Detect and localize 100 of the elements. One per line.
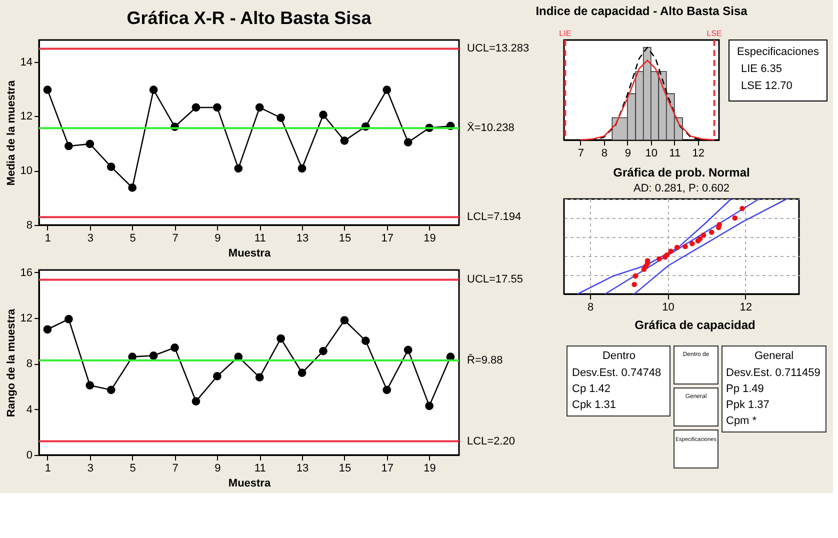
x-tick-label: 3 (87, 462, 94, 474)
x-tick-label: 11 (254, 462, 266, 474)
point (170, 343, 179, 352)
point (700, 232, 706, 238)
point (149, 86, 158, 94)
point (192, 103, 200, 112)
point (234, 164, 243, 173)
y-tick-label: 8 (26, 220, 32, 232)
point (674, 244, 680, 250)
point (632, 273, 638, 279)
point (425, 402, 434, 410)
point (716, 222, 722, 228)
x-tick-label: 11 (669, 148, 681, 160)
text: Desv.Est. 0.711459 (726, 367, 820, 379)
text: General (754, 350, 794, 362)
x-tick-label: 12 (692, 148, 704, 160)
x-tick-label: 19 (424, 232, 436, 244)
text: Ppk 1.37 (726, 399, 770, 411)
y-axis-title: Rango de la muestra (5, 308, 18, 418)
x-tick-label: 9 (214, 232, 221, 244)
x-tick-label: 8 (601, 148, 608, 160)
point (740, 206, 745, 212)
point (708, 230, 714, 235)
point (340, 136, 349, 145)
x-tick-label: 15 (338, 232, 352, 244)
chart-title: Indice de capacidad - Alto Basta Sisa (536, 4, 748, 18)
text: LCL=7.194 (467, 211, 522, 224)
point (361, 336, 370, 345)
x-tick-label: 11 (254, 232, 266, 244)
text: LCL=2.20 (467, 435, 516, 448)
point (64, 314, 73, 324)
ref-line-label: LIE (559, 29, 572, 38)
point (656, 256, 662, 262)
point (43, 86, 52, 94)
chart-subtitle: AD: 0.281, P: 0.602 (633, 182, 730, 194)
point (298, 164, 306, 173)
x-tick-label: 10 (662, 302, 674, 314)
point (86, 140, 94, 148)
y-tick-label: 12 (20, 110, 32, 123)
x-tick-label: 1 (44, 232, 52, 244)
x-tick-label: 13 (296, 462, 309, 474)
point (106, 162, 116, 171)
y-tick-label: 4 (26, 404, 32, 416)
x-tick-label: 19 (424, 462, 436, 474)
x-tick-label: 17 (381, 232, 394, 244)
x-tick-label: 17 (381, 462, 394, 474)
text: R̄=9.88 (467, 354, 503, 366)
text: Dentro (602, 350, 636, 362)
point (404, 346, 412, 354)
x-tick-label: 5 (130, 232, 136, 244)
x-tick-label: 3 (87, 232, 94, 244)
chart-title: Gráfica X-R - Alto Basta Sisa (126, 8, 372, 28)
x-tick-label: 8 (587, 302, 594, 314)
y-tick-label: 10 (20, 165, 32, 178)
point (43, 325, 52, 334)
text: Pp 1.49 (726, 383, 764, 395)
x-tick-label: 9 (214, 462, 221, 474)
point (632, 282, 637, 288)
x-tick-label: 10 (645, 148, 658, 160)
text: UCL=17.55 (467, 274, 523, 286)
x-tick-label: 7 (172, 462, 178, 474)
point (682, 244, 688, 250)
y-tick-label: 16 (20, 266, 32, 279)
point (732, 215, 738, 221)
x-tick-label: 1 (44, 462, 52, 474)
point (213, 372, 222, 380)
point (106, 386, 116, 394)
point (276, 114, 285, 122)
text: LSE 12.70 (741, 80, 792, 92)
text: Desv.Est. 0.74748 (572, 367, 662, 379)
text: X̄=10.238 (467, 121, 514, 134)
y-tick-label: 0 (26, 450, 32, 462)
point (690, 241, 695, 246)
y-tick-label: 12 (20, 312, 32, 324)
text: Especificaciones (737, 46, 820, 58)
point (64, 142, 73, 150)
point (404, 138, 412, 146)
x-tick-label: 15 (338, 462, 352, 474)
point (319, 110, 328, 119)
point (340, 316, 349, 324)
point (382, 386, 392, 394)
point (255, 373, 264, 382)
point (128, 184, 137, 192)
text: UCL=13.283 (467, 42, 530, 55)
point (86, 381, 94, 390)
point (298, 368, 306, 377)
x-tick-label: 12 (740, 302, 752, 314)
point (192, 397, 200, 406)
x-tick-label: 7 (172, 232, 178, 244)
point (382, 86, 392, 94)
y-axis-title: Media de la muestra (5, 80, 18, 186)
x-tick-label: 7 (578, 148, 584, 160)
x-tick-label: 13 (296, 232, 309, 244)
y-tick-label: 14 (20, 56, 32, 68)
chart-title: Gráfica de prob. Normal (613, 165, 750, 180)
text: Gráfica de capacidad (634, 318, 756, 332)
point (255, 103, 264, 112)
point (319, 346, 328, 356)
point (213, 103, 222, 112)
x-axis-title: Muestra (228, 478, 272, 490)
